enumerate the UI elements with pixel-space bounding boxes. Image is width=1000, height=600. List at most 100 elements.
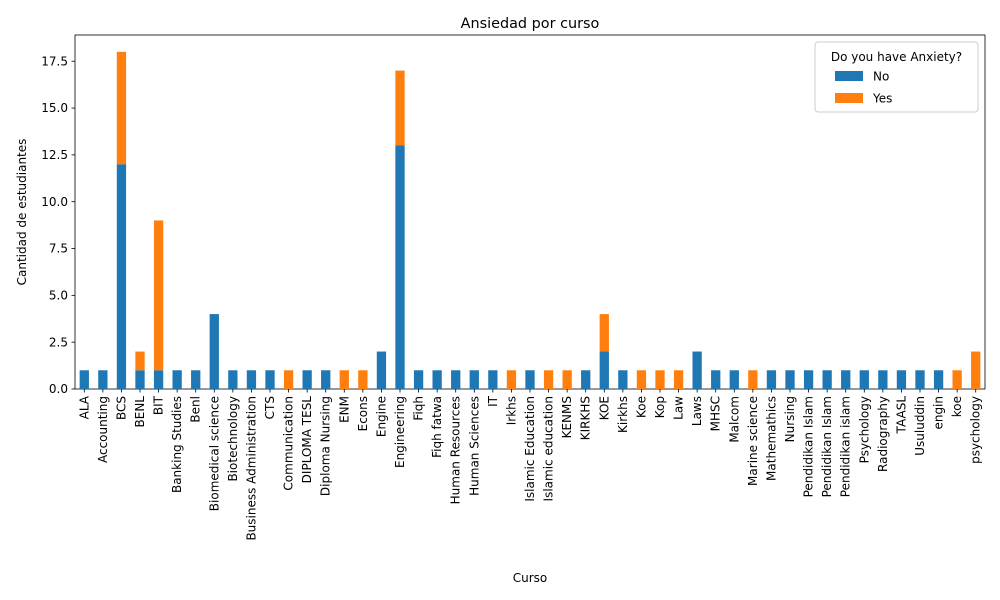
bar-no-42 (859, 370, 869, 389)
x-tick-label: Business Administration (244, 396, 258, 541)
bar-no-4 (153, 370, 164, 389)
bar-no-40 (822, 370, 832, 389)
bar-yes-4 (153, 220, 164, 371)
bar-no-10 (265, 370, 275, 389)
bar-yes-14 (339, 370, 349, 389)
y-tick-label: 0.0 (49, 382, 68, 396)
chart-title: Ansiedad por curso (461, 16, 600, 32)
x-tick-label: BENL (133, 396, 147, 428)
x-tick-label: Pendidikan Islam (802, 396, 816, 497)
x-tick-label: Engineering (393, 396, 407, 468)
bar-no-9 (246, 370, 257, 389)
x-tick-label: Pendidikan Islam (820, 396, 834, 497)
x-tick-label: IT (486, 395, 500, 407)
bar-yes-15 (358, 370, 368, 389)
x-tick-label: Marine science (746, 396, 760, 486)
x-tick-label: CTS (263, 396, 277, 419)
bar-no-33 (692, 351, 702, 389)
x-tick-label: Islamic education (542, 396, 556, 501)
x-axis-label: Curso (513, 571, 548, 585)
x-tick-label: Human Sciences (467, 396, 481, 496)
x-tick-label: Irkhs (504, 396, 518, 425)
bar-yes-28 (599, 314, 609, 352)
x-tick-label: BIT (152, 395, 166, 415)
bar-no-13 (321, 370, 331, 389)
x-axis: ALA Accounting BCS BENL BIT Banking Studies Be… (77, 389, 983, 541)
legend-label-no: No (873, 70, 889, 84)
bar-yes-17 (395, 70, 405, 146)
legend-swatch-yes (835, 93, 863, 103)
x-tick-label: Radiography (876, 396, 890, 472)
bar-no-18 (413, 370, 424, 389)
x-tick-label: Mathemathics (764, 396, 778, 481)
legend: Do you have Anxiety? No Yes (814, 41, 979, 113)
x-tick-label: KOE (597, 396, 611, 420)
x-tick-label: ENM (337, 396, 351, 423)
x-tick-label: DIPLOMA TESL (300, 396, 314, 484)
bar-no-19 (432, 370, 442, 389)
x-tick-label: Diploma Nursing (319, 396, 333, 496)
bar-no-2 (116, 164, 127, 389)
bar-no-45 (915, 370, 925, 389)
bar-no-24 (525, 370, 535, 389)
x-tick-label: MHSC (709, 396, 723, 431)
bar-no-16 (376, 351, 387, 389)
x-tick-label: Biotechnology (226, 396, 240, 482)
x-tick-label: Koe (634, 396, 648, 418)
y-tick-label: 5.0 (49, 289, 68, 303)
x-tick-label: Islamic Education (523, 396, 537, 502)
x-tick-label: Econs (356, 396, 370, 431)
bar-no-29 (618, 370, 628, 389)
x-tick-label: koe (950, 396, 964, 417)
x-tick-label: Usuluddin (913, 396, 927, 456)
bar-no-7 (209, 314, 219, 389)
bar-no-3 (135, 370, 145, 389)
legend-label-yes: Yes (872, 92, 892, 106)
bar-yes-11 (283, 370, 294, 389)
bar-yes-2 (116, 51, 127, 165)
bar-yes-48 (971, 351, 981, 389)
bar-yes-26 (562, 370, 572, 389)
x-tick-label: Pendidikan islam (839, 396, 853, 497)
x-tick-label: Law (672, 396, 686, 420)
bar-no-41 (841, 370, 851, 389)
bar-no-38 (785, 370, 795, 389)
bar-no-39 (803, 370, 814, 389)
bar-no-46 (933, 370, 944, 389)
x-tick-label: Psychology (857, 396, 871, 463)
bar-no-8 (228, 370, 238, 389)
bar-no-1 (98, 370, 108, 389)
bar-yes-31 (655, 370, 665, 389)
x-tick-label: Kirkhs (616, 396, 630, 433)
x-tick-label: Biomedical science (207, 396, 221, 511)
y-axis-label: Cantidad de estudiantes (15, 139, 29, 286)
bar-no-37 (766, 370, 777, 389)
bar-no-5 (172, 370, 182, 389)
bar-yes-25 (543, 370, 554, 389)
legend-title: Do you have Anxiety? (831, 50, 962, 64)
bar-yes-23 (506, 370, 517, 389)
x-tick-label: Communication (282, 396, 296, 491)
bar-yes-32 (673, 370, 684, 389)
x-tick-label: Banking Studies (170, 396, 184, 493)
y-tick-label: 7.5 (49, 242, 68, 256)
x-tick-label: Engine (374, 396, 388, 437)
x-tick-label: Accounting (96, 396, 110, 463)
x-tick-label: Malcom (727, 396, 741, 443)
bar-no-20 (451, 370, 461, 389)
bar-no-44 (896, 370, 907, 389)
bar-no-35 (729, 370, 739, 389)
bar-no-28 (599, 351, 609, 389)
bars (79, 51, 981, 389)
bar-no-22 (488, 370, 498, 389)
x-tick-label: BCS (114, 396, 128, 420)
y-tick-label: 17.5 (41, 54, 68, 68)
x-tick-label: engin (932, 396, 946, 430)
x-tick-label: Kop (653, 396, 667, 418)
x-tick-label: Benl (189, 396, 203, 423)
bar-no-43 (878, 370, 888, 389)
y-tick-label: 10.0 (41, 195, 68, 209)
x-tick-label: Fiqh fatwa (430, 396, 444, 458)
